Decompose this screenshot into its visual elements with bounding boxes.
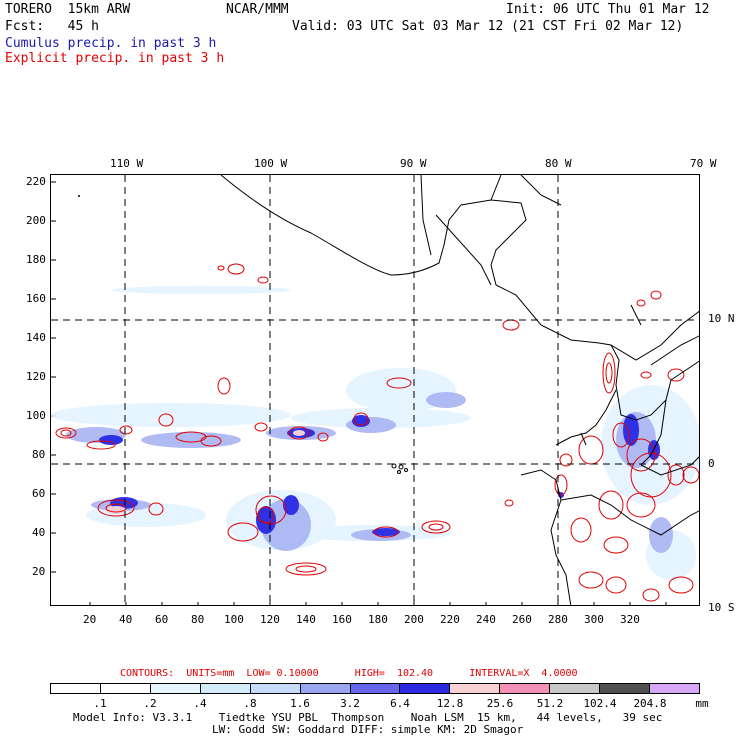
x-tick: 100 — [224, 613, 244, 626]
tick-marks — [51, 181, 667, 605]
y-tick: 20 — [32, 565, 46, 578]
y-tick: 180 — [26, 253, 46, 266]
x-tick: 60 — [155, 613, 169, 626]
forecast-hour: Fcst: 45 h — [5, 19, 99, 34]
colorbar-segment — [51, 684, 101, 693]
colorbar-label: 6.4 — [390, 697, 410, 710]
y-tick: 120 — [26, 370, 46, 383]
colorbar-label: .4 — [193, 697, 207, 710]
physics-info: LW: Godd SW: Goddard DIFF: simple KM: 2D… — [212, 723, 524, 736]
x-tick: 160 — [332, 613, 352, 626]
x-tick: 80 — [191, 613, 205, 626]
organization: NCAR/MMM — [226, 2, 289, 17]
x-tick: 200 — [404, 613, 424, 626]
colorbar-segment — [200, 684, 251, 693]
x-tick: 140 — [296, 613, 316, 626]
precip-map — [50, 174, 700, 606]
colorbar-segment — [400, 684, 451, 693]
colorbar-label: 51.2 — [536, 697, 564, 710]
y-tick: 40 — [32, 526, 46, 539]
init-time: Init: 06 UTC Thu 01 Mar 12 — [506, 2, 710, 17]
small-islands — [78, 195, 80, 197]
colorbar — [50, 683, 700, 694]
model-name: TORERO 15km ARW — [5, 2, 131, 17]
colorbar-segment — [550, 684, 601, 693]
lon-label-100w: 100 W — [254, 157, 288, 170]
explicit-precip-contours — [55, 263, 699, 602]
lat-label-10n: 10 N — [708, 312, 735, 325]
x-tick: 300 — [584, 613, 604, 626]
colorbar-label: .1 — [93, 697, 107, 710]
cumulus-legend: Cumulus precip. in past 3 h — [5, 36, 217, 51]
lon-label-70w: 70 W — [690, 157, 717, 170]
galapagos-islands — [391, 463, 408, 474]
colorbar-segment — [500, 684, 551, 693]
y-tick: 60 — [32, 487, 46, 500]
colorbar-label: 25.6 — [486, 697, 514, 710]
x-tick: 40 — [119, 613, 133, 626]
lat-label-0: 0 — [708, 457, 715, 470]
colorbar-label: .8 — [243, 697, 257, 710]
cumulus-precip-areas — [51, 286, 699, 580]
colorbar-label: 1.6 — [290, 697, 310, 710]
colorbar-segment — [600, 684, 651, 693]
colorbar-units: mm — [695, 697, 709, 710]
colorbar-segment — [350, 684, 401, 693]
contour-info: CONTOURS: UNITS=mm LOW= 0.10000 HIGH= 10… — [120, 668, 578, 679]
x-tick: 320 — [620, 613, 640, 626]
y-tick: 80 — [32, 448, 46, 461]
lon-label-110w: 110 W — [110, 157, 144, 170]
colorbar-segment — [150, 684, 201, 693]
colorbar-segment — [100, 684, 151, 693]
coastlines — [220, 175, 699, 605]
explicit-legend: Explicit precip. in past 3 h — [5, 51, 225, 66]
x-tick: 180 — [368, 613, 388, 626]
graticule — [51, 175, 699, 605]
model-info: Model Info: V3.3.1 Tiedtke YSU PBL Thomp… — [73, 711, 663, 724]
colorbar-label: 12.8 — [436, 697, 464, 710]
x-tick: 240 — [476, 613, 496, 626]
map-canvas — [51, 175, 699, 605]
x-tick: 20 — [83, 613, 97, 626]
colorbar-segment — [300, 684, 351, 693]
y-tick: 140 — [26, 331, 46, 344]
x-tick: 280 — [548, 613, 568, 626]
y-tick: 200 — [26, 214, 46, 227]
colorbar-segment — [250, 684, 301, 693]
lon-label-90w: 90 W — [400, 157, 427, 170]
colorbar-segment — [450, 684, 501, 693]
lon-label-80w: 80 W — [545, 157, 572, 170]
lat-label-10s: 10 S — [708, 601, 735, 614]
valid-time: Valid: 03 UTC Sat 03 Mar 12 (21 CST Fri … — [292, 19, 684, 34]
x-tick: 220 — [440, 613, 460, 626]
y-tick: 100 — [26, 409, 46, 422]
y-tick: 220 — [26, 175, 46, 188]
y-tick: 160 — [26, 292, 46, 305]
colorbar-label: .2 — [143, 697, 157, 710]
colorbar-label: 204.8 — [633, 697, 667, 710]
x-tick: 120 — [260, 613, 280, 626]
colorbar-label: 3.2 — [340, 697, 360, 710]
x-tick: 260 — [512, 613, 532, 626]
colorbar-segment — [650, 684, 699, 693]
colorbar-label: 102.4 — [583, 697, 617, 710]
